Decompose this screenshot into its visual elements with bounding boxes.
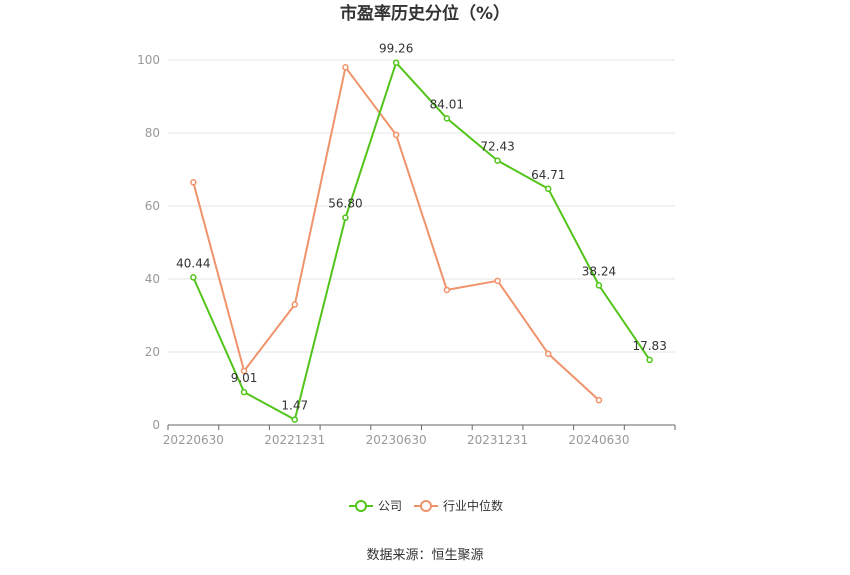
x-axis: 20220630 20221231 20230630 20231231 20240630 xyxy=(163,424,676,447)
y-tick-label: 20 xyxy=(145,345,160,359)
legend-label: 行业中位数 xyxy=(443,498,503,513)
data-point xyxy=(392,59,400,66)
data-label: 56.80 xyxy=(328,197,362,211)
legend-marker xyxy=(420,500,432,512)
data-point xyxy=(240,367,248,375)
source-text: 数据来源：恒生聚源 xyxy=(366,548,483,563)
legend-label: 公司 xyxy=(378,499,402,513)
data-label: 99.26 xyxy=(379,42,413,56)
data-label: 64.71 xyxy=(531,168,565,182)
x-tick-label: 20221231 xyxy=(264,433,325,447)
data-point xyxy=(494,277,501,285)
x-tick-label: 20220630 xyxy=(163,433,224,447)
y-axis: 0 20 40 60 80 100 xyxy=(137,53,160,432)
data-point xyxy=(545,350,552,358)
data-point xyxy=(545,185,552,193)
data-label: 38.24 xyxy=(582,264,616,278)
data-point xyxy=(291,416,298,423)
series-industry-median xyxy=(190,64,603,404)
data-point xyxy=(595,282,603,289)
legend-marker xyxy=(355,500,367,512)
data-point xyxy=(240,388,248,396)
series-layer: 40.44 9.01 1.47 56.80 99.26 84.01 72.43 64.71 38… xyxy=(176,42,667,423)
data-point xyxy=(443,286,451,294)
data-point xyxy=(342,214,349,221)
legend-item-company[interactable]: 公司 xyxy=(349,499,402,513)
data-label: 1.47 xyxy=(281,399,308,413)
x-tick-label: 20230630 xyxy=(366,433,427,447)
data-label: 9.01 xyxy=(231,371,258,385)
data-point xyxy=(291,301,298,308)
data-point xyxy=(190,274,197,281)
y-tick-label: 100 xyxy=(137,53,160,67)
data-label: 84.01 xyxy=(430,97,464,111)
data-point xyxy=(494,157,501,164)
series-line xyxy=(192,66,600,401)
data-point xyxy=(392,131,400,139)
data-point xyxy=(190,179,197,186)
y-tick-label: 0 xyxy=(152,418,160,432)
y-tick-label: 80 xyxy=(145,126,160,140)
data-point xyxy=(595,396,603,404)
chart-title: 市盈率历史分位（%） xyxy=(340,3,510,24)
x-tick-label: 20240630 xyxy=(568,433,629,447)
data-point xyxy=(443,115,451,122)
x-tick-label: 20231231 xyxy=(467,433,528,447)
series-company: 40.44 9.01 1.47 56.80 99.26 84.01 72.43 64.71 38… xyxy=(176,42,667,423)
legend-item-industry-median[interactable]: 行业中位数 xyxy=(414,498,503,513)
data-point xyxy=(342,64,349,71)
data-label: 72.43 xyxy=(480,140,514,154)
grid xyxy=(168,59,675,353)
y-tick-label: 60 xyxy=(145,199,160,213)
data-label: 40.44 xyxy=(176,256,210,270)
data-label: 17.83 xyxy=(632,339,666,353)
legend[interactable]: 公司 行业中位数 xyxy=(349,498,503,513)
y-tick-label: 40 xyxy=(145,272,160,286)
data-point xyxy=(646,356,653,364)
series-line xyxy=(192,61,651,421)
